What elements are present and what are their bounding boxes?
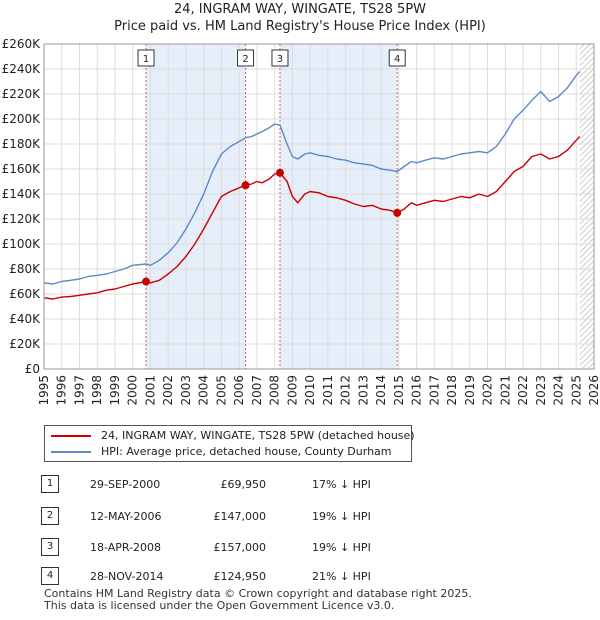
x-tick-label: 2011: [321, 375, 335, 406]
marker-3-box: [271, 49, 289, 67]
sale-point-2: [241, 181, 250, 190]
table-row: 3 18-APR-2008 £157,000 19% ↓ HPI: [0, 538, 600, 558]
x-tick-label: 1998: [90, 375, 104, 406]
y-tick-label: £60K: [9, 287, 41, 301]
y-tick-label: £240K: [2, 62, 42, 76]
y-tick-label: £180K: [2, 137, 42, 151]
x-tick-label: 1995: [37, 375, 51, 406]
y-tick-label: £200K: [2, 112, 42, 126]
transaction-delta: 21% ↓ HPI: [312, 570, 371, 583]
x-tick-label: 2010: [303, 375, 317, 406]
transaction-date: 12-MAY-2006: [90, 510, 162, 523]
marker-1-label: 1: [143, 54, 149, 65]
marker-4-box: [388, 49, 406, 67]
x-tick-label: 2012: [339, 375, 353, 406]
x-tick-label: 2009: [285, 375, 299, 406]
legend-label-property: 24, INGRAM WAY, WINGATE, TS28 5PW (detac…: [101, 429, 415, 442]
transaction-price: £69,950: [220, 478, 267, 491]
transaction-delta: 19% ↓ HPI: [312, 541, 371, 554]
x-tick-label: 2023: [534, 375, 548, 406]
x-tick-label: 2022: [516, 375, 530, 406]
transaction-delta: 19% ↓ HPI: [312, 510, 371, 523]
x-tick-label: 2005: [214, 375, 228, 406]
transaction-number: 3: [41, 538, 59, 556]
x-tick-label: 2021: [498, 375, 512, 406]
x-tick-label: 2013: [356, 375, 370, 406]
transaction-delta: 17% ↓ HPI: [312, 478, 371, 491]
y-tick-label: £140K: [2, 187, 42, 201]
y-tick-label: £160K: [2, 162, 42, 176]
x-tick-label: 2015: [392, 375, 406, 406]
x-tick-label: 2000: [126, 375, 140, 406]
sale-point-3: [275, 168, 284, 177]
y-tick-label: £40K: [9, 312, 41, 326]
x-tick-label: 2018: [445, 375, 459, 406]
y-tick-label: £20K: [9, 337, 41, 351]
chart-legend: 24, INGRAM WAY, WINGATE, TS28 5PW (detac…: [44, 425, 415, 462]
footer-copyright: Contains HM Land Registry data © Crown c…: [44, 587, 472, 600]
sale-point-1: [142, 277, 151, 286]
marker-2-box: [237, 49, 255, 67]
x-tick-label: 2007: [250, 375, 264, 406]
y-tick-label: £120K: [2, 212, 42, 226]
transaction-date: 18-APR-2008: [90, 541, 162, 554]
x-tick-label: 2014: [374, 375, 388, 406]
x-tick-label: 2003: [179, 375, 193, 406]
x-tick-label: 2002: [161, 375, 175, 406]
marker-1-box: [137, 49, 155, 67]
x-tick-label: 1997: [72, 375, 86, 406]
y-tick-label: £80K: [9, 262, 41, 276]
plot-border: [43, 43, 595, 370]
marker-3-label: 3: [277, 54, 283, 65]
x-tick-label: 2019: [463, 375, 477, 406]
x-tick-label: 2026: [587, 375, 600, 406]
x-tick-label: 1999: [108, 375, 122, 406]
footer-attribution: Contains HM Land Registry data © Crown c…: [44, 588, 472, 612]
y-tick-label: £220K: [2, 87, 42, 101]
chart-subtitle: Price paid vs. HM Land Registry's House …: [114, 19, 486, 34]
transaction-date: 28-NOV-2014: [90, 570, 164, 583]
x-tick-label: 2004: [197, 375, 211, 406]
marker-4-label: 4: [394, 54, 400, 65]
transaction-number: 1: [41, 475, 59, 493]
transaction-price: £124,950: [213, 570, 267, 583]
price-chart: 1 2 3 4 £0 £20K £40K £60K £80K £100K £120K £140K £16…: [2, 37, 600, 406]
transaction-date: 29-SEP-2000: [90, 478, 161, 491]
transaction-number: 2: [41, 507, 59, 525]
shaded-ownership-period: [146, 44, 246, 369]
x-tick-label: 2008: [268, 375, 282, 406]
y-tick-label: £260K: [2, 37, 42, 51]
y-tick-label: £100K: [2, 237, 42, 251]
x-tick-label: 1996: [55, 375, 69, 406]
chart-title: 24, INGRAM WAY, WINGATE, TS28 5PW: [173, 2, 427, 17]
hpi-series-line: [43, 71, 581, 285]
table-row: 4 28-NOV-2014 £124,950 21% ↓ HPI: [0, 567, 600, 587]
shaded-ownership-period: [279, 44, 398, 369]
forecast-hatch: [579, 44, 594, 369]
transaction-number: 4: [41, 567, 59, 585]
x-tick-label: 2024: [552, 375, 566, 406]
transaction-price: £147,000: [213, 510, 267, 523]
table-row: 1 29-SEP-2000 £69,950 17% ↓ HPI: [0, 475, 600, 495]
x-tick-label: 2016: [410, 375, 424, 406]
legend-swatch-hpi: [51, 451, 91, 453]
x-tick-label: 2001: [143, 375, 157, 406]
footer-license: This data is licensed under the Open Gov…: [44, 599, 395, 612]
sale-point-4: [393, 208, 402, 217]
transaction-price: £157,000: [213, 541, 267, 554]
x-tick-label: 2017: [427, 375, 441, 406]
table-row: 2 12-MAY-2006 £147,000 19% ↓ HPI: [0, 507, 600, 527]
y-tick-label: £0: [25, 362, 40, 376]
legend-label-hpi: HPI: Average price, detached house, Coun…: [101, 445, 392, 458]
x-tick-label: 2006: [232, 375, 246, 406]
legend-swatch-property: [51, 435, 91, 437]
x-tick-label: 2025: [569, 375, 583, 406]
marker-2-label: 2: [242, 54, 248, 65]
x-tick-label: 2020: [481, 375, 495, 406]
